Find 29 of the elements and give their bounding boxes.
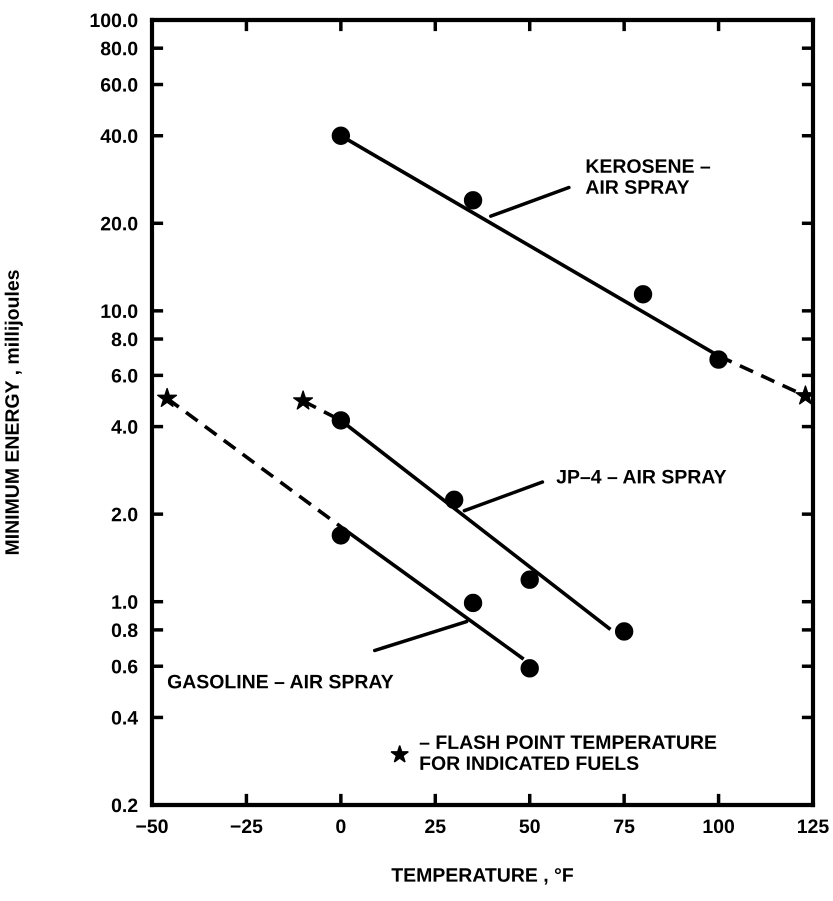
x-axis-title: TEMPERATURE , °F <box>392 868 573 885</box>
y-tick-label: 1.0 <box>112 595 138 609</box>
y-tick-label: 0.6 <box>112 660 138 674</box>
y-tick-label: 100.0 <box>90 13 138 28</box>
y-tick-label: 0.8 <box>112 623 138 638</box>
y-tick-label: 6.0 <box>112 368 138 383</box>
x-tick-label: −50 <box>136 819 168 834</box>
y-tick-label: 2.0 <box>112 508 138 522</box>
y-tick-label: 0.2 <box>112 798 138 812</box>
y-tick-label: 60.0 <box>100 78 138 92</box>
y-tick-label: 0.4 <box>112 710 138 725</box>
y-tick-label: 4.0 <box>111 420 138 434</box>
y-axis-title: MINIMUM ENERGY , millijoules <box>4 270 23 554</box>
x-tick-label: 125 <box>798 819 829 834</box>
x-tick-label: 100 <box>704 819 734 834</box>
y-tick-label: 80.0 <box>100 42 138 56</box>
x-tick-label: 50 <box>520 819 540 834</box>
annotation: GASOLINE – AIR SPRAY <box>168 674 394 688</box>
legend-label: – FLASH POINT TEMPERATURE FOR INDICATED FUELS <box>420 735 716 770</box>
annotation: KEROSENE – AIR SPRAY <box>586 159 710 194</box>
x-tick-label: 0 <box>336 819 346 834</box>
x-tick-label: 25 <box>425 819 446 834</box>
x-tick-label: 75 <box>614 820 634 834</box>
annotation: JP–4 – AIR SPRAY <box>556 470 726 484</box>
x-tick-label: −25 <box>230 819 262 834</box>
y-tick-label: 40.0 <box>100 129 138 143</box>
y-tick-label: 10.0 <box>101 304 138 318</box>
y-tick-label: 8.0 <box>112 332 138 346</box>
y-tick-label: 20.0 <box>100 216 138 231</box>
